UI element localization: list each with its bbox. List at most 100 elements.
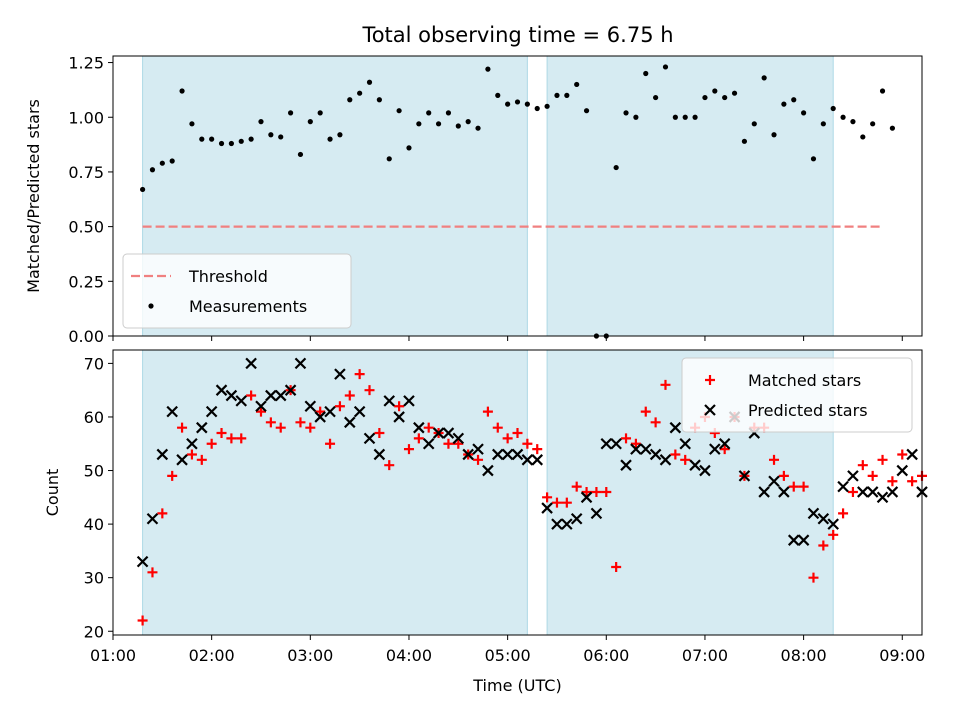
data-point <box>406 145 412 151</box>
data-point <box>179 88 185 94</box>
data-point-plus <box>818 540 829 551</box>
data-point <box>524 101 530 107</box>
data-point <box>258 119 264 125</box>
y-tick-label: 1.00 <box>68 108 104 127</box>
data-point <box>574 81 580 88</box>
legend-plus-swatch <box>705 375 715 385</box>
data-point-x <box>422 437 435 450</box>
data-point-x <box>778 486 790 498</box>
data-point-plus <box>907 476 918 487</box>
x-tick-label: 06:00 <box>583 646 629 665</box>
data-point-plus <box>374 428 385 439</box>
data-point-x <box>669 421 682 434</box>
data-point <box>682 114 688 120</box>
data-point <box>218 140 225 147</box>
data-point-plus <box>453 438 464 449</box>
data-point-plus <box>216 428 227 439</box>
data-point <box>327 136 333 142</box>
data-point-plus <box>847 486 858 497</box>
data-point-plus <box>551 497 562 508</box>
data-point-plus <box>255 406 266 417</box>
data-point-x <box>363 432 376 445</box>
data-point-plus <box>532 444 543 455</box>
data-point-plus <box>719 444 730 455</box>
data-point <box>781 101 787 107</box>
data-point-x <box>472 443 484 455</box>
data-point-x <box>274 389 287 402</box>
data-point-plus <box>670 449 681 460</box>
data-point <box>613 164 619 171</box>
data-point-x <box>314 411 326 423</box>
data-point <box>830 105 836 112</box>
data-point <box>455 123 461 129</box>
data-point-x <box>768 475 780 488</box>
data-point <box>889 125 896 131</box>
data-point <box>248 136 254 142</box>
data-point <box>870 121 876 127</box>
data-point <box>791 97 797 103</box>
data-point-x <box>413 421 425 434</box>
data-point <box>722 94 728 101</box>
data-point <box>149 167 156 173</box>
figure-title: Total observing time = 6.75 h <box>361 23 673 47</box>
data-point-x <box>837 480 849 493</box>
data-point-plus <box>808 572 819 583</box>
data-point <box>554 92 560 98</box>
data-point-x <box>531 454 544 466</box>
data-point <box>672 114 678 120</box>
data-point-x <box>462 448 474 461</box>
data-point <box>337 132 343 138</box>
x-tick-label: 04:00 <box>386 646 432 665</box>
data-point <box>386 156 392 162</box>
data-point-plus <box>423 422 434 433</box>
data-point <box>544 103 550 109</box>
data-point-x <box>758 486 770 498</box>
data-point-plus <box>630 438 641 449</box>
data-point <box>850 119 856 125</box>
data-point-x <box>787 534 800 546</box>
data-point <box>702 94 708 101</box>
data-point-x <box>580 491 593 504</box>
data-point <box>376 97 382 103</box>
data-point-plus <box>778 470 789 481</box>
data-point <box>199 136 205 142</box>
data-point <box>860 134 866 140</box>
data-point-x <box>403 395 415 407</box>
data-point-x <box>176 454 188 466</box>
axes-frame <box>112 349 923 636</box>
shaded-interval <box>546 55 834 337</box>
data-point-x <box>807 507 820 520</box>
data-point-x <box>294 357 307 370</box>
data-point-x <box>255 400 267 413</box>
data-point <box>426 110 432 116</box>
data-point <box>485 66 491 72</box>
data-point <box>879 88 886 94</box>
data-point <box>623 110 629 116</box>
data-point <box>505 101 511 107</box>
data-point-plus <box>502 433 513 444</box>
data-point-x <box>442 427 455 439</box>
data-point-x <box>482 464 494 477</box>
data-point <box>268 132 274 138</box>
data-point <box>751 121 757 127</box>
data-point <box>287 110 294 116</box>
legend-label: Measurements <box>189 297 307 316</box>
data-point-x <box>600 437 613 450</box>
data-point-plus <box>403 444 414 455</box>
data-point-x <box>718 437 731 450</box>
y-tick-label: 70 <box>84 354 104 373</box>
data-point-plus <box>265 417 276 428</box>
data-point-plus <box>334 401 345 412</box>
data-point-x <box>393 411 405 423</box>
data-point-x <box>738 470 751 482</box>
data-point <box>712 88 718 94</box>
data-point <box>495 92 501 98</box>
data-point-plus <box>325 438 336 449</box>
data-point-plus <box>305 422 316 433</box>
data-point <box>159 160 165 166</box>
data-point-plus <box>413 433 424 444</box>
data-point <box>810 156 817 162</box>
data-point-x <box>432 427 445 439</box>
data-point-plus <box>384 460 395 471</box>
data-point <box>347 97 353 103</box>
